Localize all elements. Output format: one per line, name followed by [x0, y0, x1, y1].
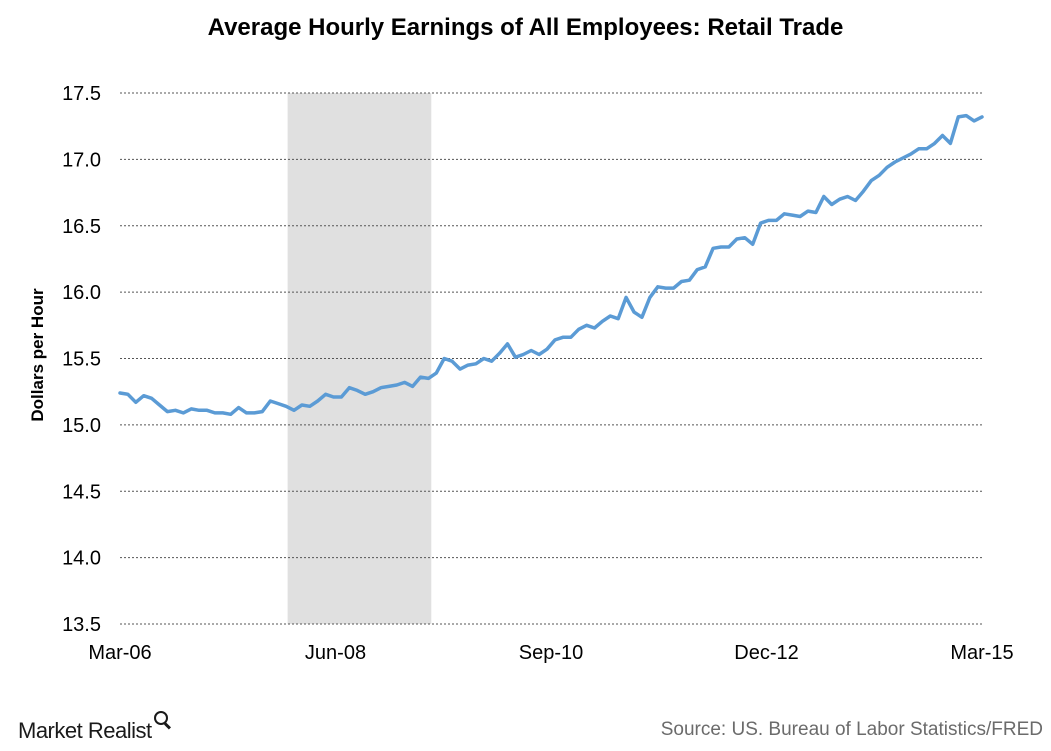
- recession-shading: [287, 93, 432, 624]
- series-line: [118, 113, 984, 417]
- series-layer: [118, 113, 984, 417]
- source-note: Source: US. Bureau of Labor Statistics/F…: [660, 719, 1043, 740]
- logo-text: Market Realist: [18, 718, 152, 743]
- y-tick-label: 15.0: [62, 415, 101, 437]
- x-tick-label: Sep-10: [519, 642, 584, 664]
- y-tick-label: 13.5: [62, 614, 101, 636]
- y-tick-label: 14.0: [62, 548, 101, 570]
- y-tick-labels: 17.5 17.0 16.5 16.0 15.5 15.0 14.5 14.0 13.5: [62, 83, 101, 636]
- grid-layer: [120, 92, 982, 625]
- y-tick-label: 14.5: [62, 481, 101, 503]
- market-realist-logo: Market Realist: [18, 710, 173, 744]
- y-tick-label: 15.5: [62, 349, 101, 371]
- magnifier-icon: [153, 710, 173, 730]
- y-tick-label: 17.0: [62, 149, 101, 171]
- y-axis-label: Dollars per Hour: [28, 288, 47, 422]
- recession-shading-layer: [287, 93, 432, 624]
- y-tick-label: 16.5: [62, 216, 101, 238]
- x-tick-labels: Mar-06 Jun-08 Sep-10 Dec-12 Mar-15: [88, 642, 1013, 664]
- chart-canvas: 17.5 17.0 16.5 16.0 15.5 15.0 14.5 14.0 13.5 Mar…: [62, 83, 1014, 664]
- x-tick-label: Jun-08: [305, 642, 366, 664]
- y-tick-label: 16.0: [62, 282, 101, 304]
- x-tick-label: Mar-15: [950, 642, 1013, 664]
- y-tick-label: 17.5: [62, 83, 101, 105]
- x-tick-label: Mar-06: [88, 642, 151, 664]
- x-tick-label: Dec-12: [734, 642, 798, 664]
- chart-title: Average Hourly Earnings of All Employees…: [207, 14, 844, 41]
